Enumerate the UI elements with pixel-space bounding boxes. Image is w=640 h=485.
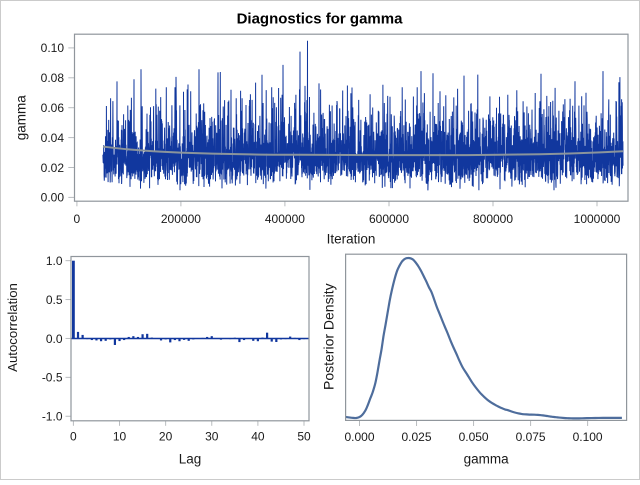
- svg-text:Lag: Lag: [179, 451, 202, 466]
- svg-text:0.08: 0.08: [41, 71, 65, 85]
- svg-text:0.075: 0.075: [516, 430, 546, 444]
- svg-text:0.050: 0.050: [459, 430, 489, 444]
- svg-text:0: 0: [74, 212, 81, 226]
- svg-text:Autocorrelation: Autocorrelation: [5, 283, 20, 372]
- svg-text:Iteration: Iteration: [327, 231, 376, 246]
- svg-text:0.000: 0.000: [344, 430, 374, 444]
- svg-text:-0.5: -0.5: [42, 371, 63, 385]
- svg-text:0.00: 0.00: [41, 191, 65, 205]
- svg-text:30: 30: [205, 430, 219, 444]
- svg-text:50: 50: [297, 430, 311, 444]
- svg-text:gamma: gamma: [464, 451, 510, 466]
- svg-text:0.0: 0.0: [46, 332, 63, 346]
- svg-text:800000: 800000: [473, 212, 513, 226]
- svg-text:0.100: 0.100: [573, 430, 603, 444]
- svg-text:1000000: 1000000: [574, 212, 621, 226]
- svg-text:10: 10: [113, 430, 127, 444]
- svg-text:0.025: 0.025: [401, 430, 431, 444]
- svg-text:40: 40: [251, 430, 265, 444]
- svg-text:400000: 400000: [265, 212, 305, 226]
- svg-text:0.02: 0.02: [41, 161, 65, 175]
- svg-text:200000: 200000: [161, 212, 201, 226]
- svg-text:0.10: 0.10: [41, 41, 65, 55]
- svg-text:0.04: 0.04: [41, 131, 65, 145]
- svg-text:Diagnostics for gamma: Diagnostics for gamma: [237, 11, 404, 28]
- svg-text:Posterior Density: Posterior Density: [320, 283, 336, 390]
- svg-text:0.5: 0.5: [46, 293, 63, 307]
- svg-text:0.06: 0.06: [41, 101, 65, 115]
- svg-text:20: 20: [159, 430, 173, 444]
- svg-text:-1.0: -1.0: [42, 410, 63, 424]
- svg-text:600000: 600000: [369, 212, 409, 226]
- svg-text:0: 0: [70, 430, 77, 444]
- svg-text:gamma: gamma: [14, 95, 29, 141]
- svg-text:1.0: 1.0: [46, 254, 63, 268]
